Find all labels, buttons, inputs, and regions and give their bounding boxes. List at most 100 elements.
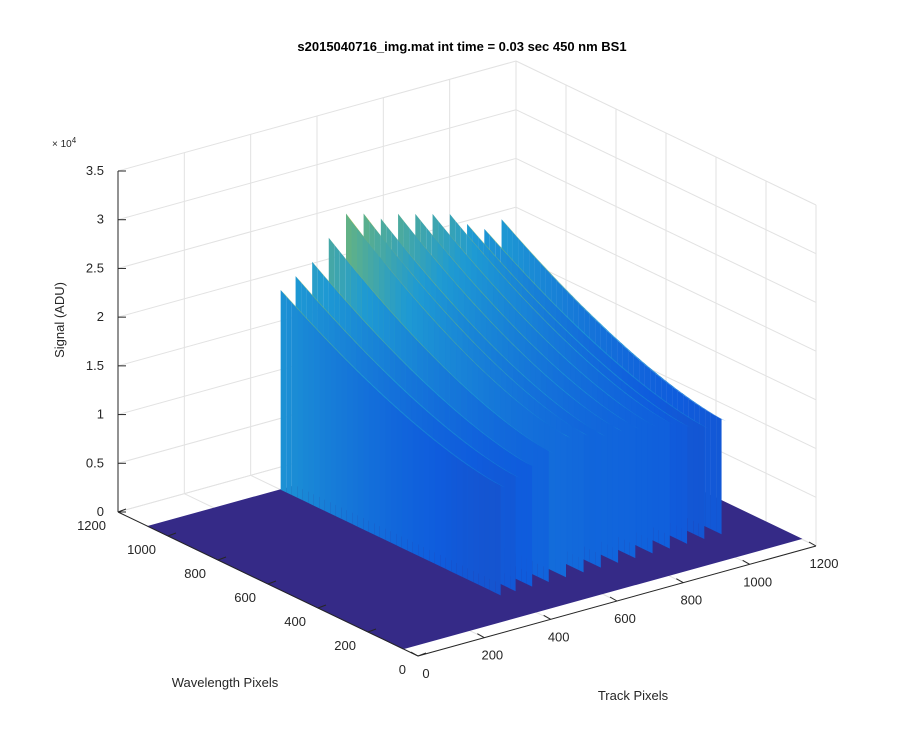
ridge-cap	[407, 268, 418, 281]
ridge-cap	[361, 318, 372, 329]
ridge-cap	[619, 403, 630, 411]
ridge-cap	[430, 278, 441, 291]
ridge-cap	[515, 456, 526, 463]
ridge-cap	[535, 366, 546, 375]
ridge-cap	[328, 313, 339, 324]
grid-line	[515, 60, 817, 206]
ridge-cap	[424, 288, 435, 300]
ridge-cap	[676, 419, 687, 426]
ridge-face	[543, 447, 549, 583]
ridge-cap	[530, 344, 541, 353]
ridge-cap	[609, 380, 620, 388]
ridge-cap	[592, 366, 603, 375]
ridge-cap	[647, 409, 658, 416]
ridge-cap	[515, 309, 526, 319]
ridge-cap	[515, 290, 526, 301]
ridge-cap	[548, 324, 559, 335]
ridge-cap	[576, 351, 587, 360]
ridge-cap	[638, 381, 649, 389]
ridge-cap	[513, 345, 524, 355]
ridge-face	[396, 408, 402, 548]
ridge-cap	[611, 335, 622, 344]
ridge-cap	[575, 368, 586, 377]
ridge-cap	[286, 296, 297, 307]
ridge-cap	[356, 271, 367, 284]
ridge-cap	[698, 423, 709, 429]
ridge-cap	[516, 400, 527, 409]
ridge-cap	[537, 444, 548, 451]
ridge-cap	[526, 320, 537, 331]
ridge-cap	[533, 297, 544, 308]
ridge-cap	[659, 409, 670, 416]
ridge-cap	[581, 356, 592, 365]
track-ridge	[280, 290, 506, 596]
ridge-cap	[540, 262, 551, 273]
ridge-cap	[297, 308, 308, 319]
ridge-cap	[521, 433, 532, 441]
ridge-cap	[544, 421, 555, 429]
ridge-cap	[578, 430, 589, 436]
x-tick	[808, 541, 817, 547]
ridge-face	[324, 338, 331, 514]
ridge-cap	[396, 408, 407, 416]
ridge-cap	[605, 353, 616, 362]
ridge-cap	[597, 386, 608, 395]
ridge-cap	[463, 316, 474, 327]
ridge-cap	[523, 376, 534, 385]
ridge-cap	[400, 386, 411, 396]
x-tick-label: 0	[422, 666, 429, 681]
ridge-face	[526, 463, 533, 587]
ridge-cap	[661, 378, 672, 385]
ridge-face	[473, 469, 479, 585]
ridge-cap	[699, 406, 710, 412]
ridge-cap	[461, 349, 472, 360]
ridge-cap	[577, 327, 588, 337]
ridge-cap	[466, 388, 477, 398]
ridge-face	[549, 425, 556, 572]
ridge-cap	[456, 457, 467, 464]
ridge-cap	[534, 398, 545, 407]
ridge-cap	[665, 412, 676, 419]
ridge-cap	[442, 267, 453, 280]
ridge-cap	[553, 347, 564, 357]
ridge-cap	[606, 330, 617, 339]
ridge-cap	[350, 306, 361, 317]
ridge-cap	[510, 425, 521, 433]
ridge-cap	[525, 338, 536, 348]
ridge-cap	[509, 303, 520, 314]
ridge-cap	[511, 273, 522, 285]
z-tick-label: 2	[97, 309, 104, 324]
ridge-cap	[648, 401, 659, 408]
ridge-cap	[427, 351, 438, 361]
ridge-face	[379, 392, 386, 540]
ridge-cap	[372, 360, 383, 370]
ridge-cap	[489, 479, 500, 485]
ridge-cap	[350, 264, 361, 277]
ridge-cap	[502, 334, 513, 344]
ridge-face	[429, 436, 435, 564]
ridge-cap	[521, 296, 532, 307]
ridge-cap	[620, 389, 631, 397]
ridge-cap	[559, 335, 570, 345]
ridge-cap	[499, 272, 510, 283]
ridge-cap	[543, 319, 554, 329]
y-tick-label: 1200	[77, 518, 106, 533]
ridge-cap	[629, 423, 640, 430]
ridge-cap	[613, 413, 624, 420]
ridge-cap	[705, 409, 716, 416]
ridge-cap	[473, 469, 484, 475]
ridge-face	[601, 419, 608, 558]
ridge-cap	[433, 357, 444, 367]
ridge-cap	[453, 260, 464, 273]
ridge-face	[319, 332, 325, 511]
ridge-cap	[457, 310, 468, 321]
ridge-cap	[356, 312, 367, 323]
ridge-cap	[401, 412, 412, 421]
ridge-cap	[489, 249, 500, 261]
grid-line	[117, 60, 517, 172]
ridge-cap	[518, 371, 529, 380]
ridge-cap	[495, 364, 506, 374]
x-axis-label: Track Pixels	[598, 688, 669, 703]
ridge-face	[440, 445, 446, 569]
